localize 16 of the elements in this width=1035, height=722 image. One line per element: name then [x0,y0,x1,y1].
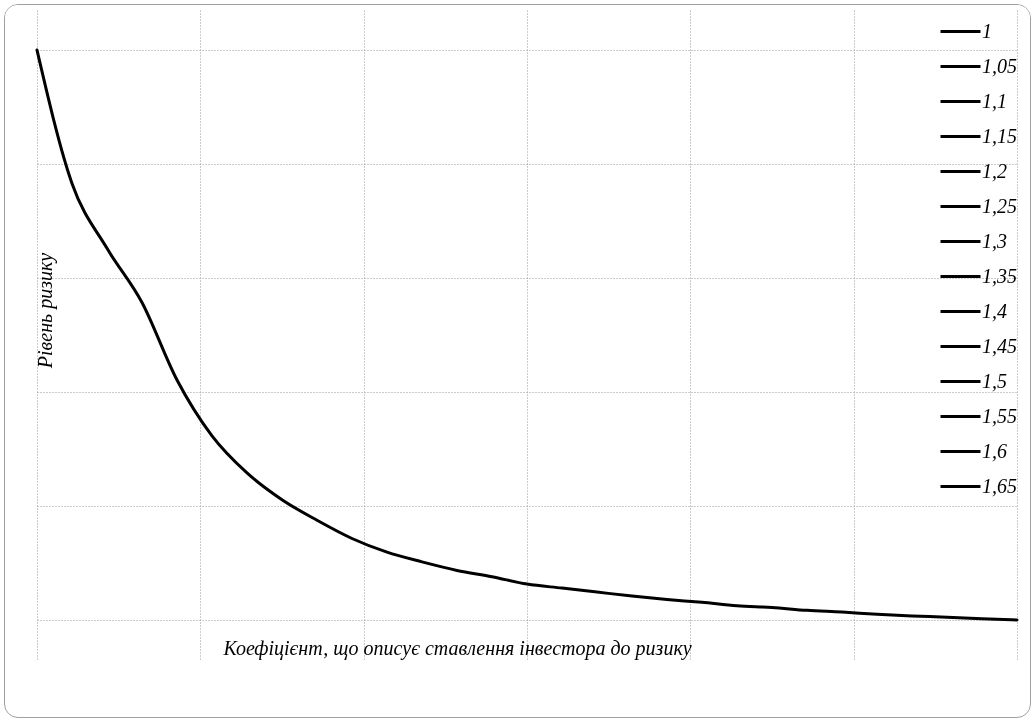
legend-label: 1,6 [982,439,1007,462]
legend-label: 1,2 [982,159,1007,182]
legend-label: 1 [982,19,992,42]
legend-label: 1,15 [982,124,1017,147]
legend-label: 1,55 [982,404,1017,427]
legend-label: 1,65 [982,474,1017,497]
legend-label: 1,45 [982,334,1017,357]
legend-label: 1,05 [982,54,1017,77]
legend-label: 1,4 [982,299,1007,322]
legend-label: 1,1 [982,89,1007,112]
legend-label: 1,35 [982,264,1017,287]
legend-label: 1,5 [982,369,1007,392]
y-axis-title: Рівень ризику [33,252,57,370]
legend-label: 1,25 [982,194,1017,217]
x-axis-title: Коефіцієнт, що описує ставлення інвестора до ризику [222,636,692,660]
legend-label: 1,3 [982,229,1007,252]
